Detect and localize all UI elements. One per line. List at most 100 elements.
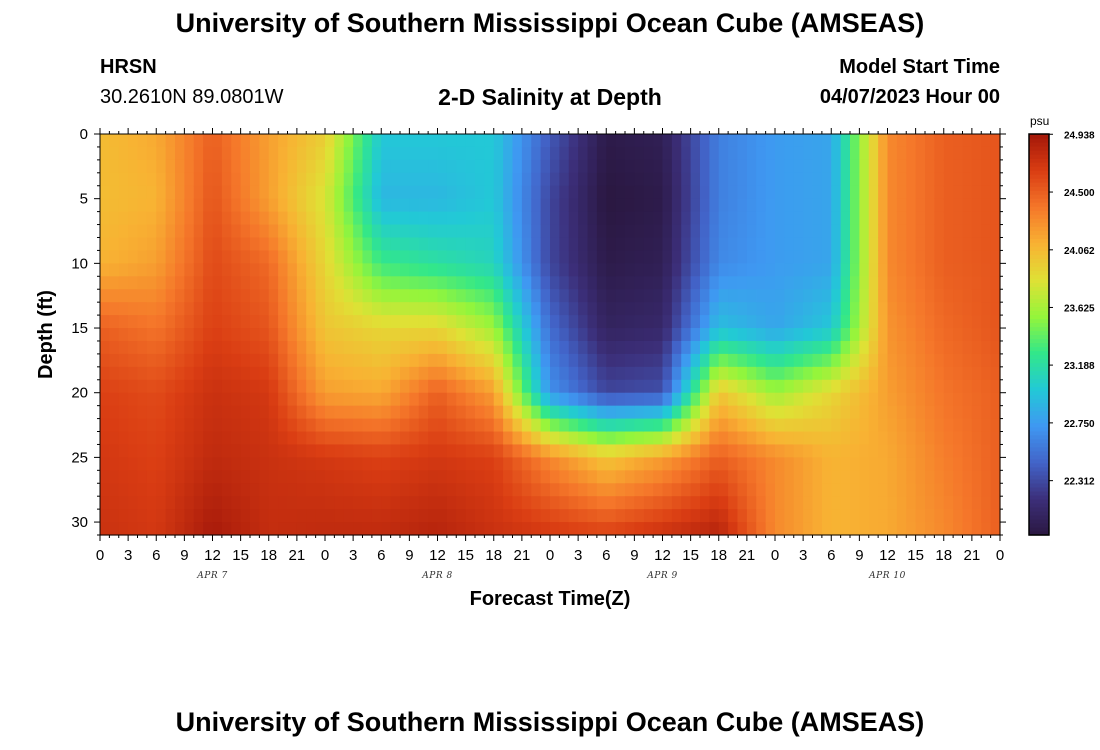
heatmap-cell [671,289,682,303]
heatmap-cell [671,392,682,407]
heatmap-cell [221,496,232,510]
heatmap-cell [203,289,214,303]
heatmap-cell [315,211,326,226]
heatmap-cell [784,146,795,161]
heatmap-cell [578,431,589,446]
heatmap-cell [456,134,467,148]
heatmap-cell [981,172,992,187]
heatmap-cell [418,379,429,394]
heatmap-cell [746,237,757,252]
heatmap-cell [231,353,242,368]
heatmap-cell [718,185,729,200]
heatmap-cell [625,328,635,342]
heatmap-cell [803,379,814,394]
heatmap-cell [859,198,870,213]
heatmap-cell [878,366,889,381]
heatmap-cell [850,366,860,381]
heatmap-cell [803,444,814,458]
heatmap-cell [203,379,214,394]
heatmap-cell [484,392,495,407]
heatmap-cell [953,302,964,316]
heatmap-cell [915,431,926,446]
heatmap-cell [212,134,223,148]
model-start-label: Model Start Time [839,56,1000,78]
heatmap-cell [559,392,570,407]
heatmap-cell [878,457,889,471]
heatmap-cell [568,134,579,148]
heatmap-cell [606,457,617,471]
heatmap-cell [990,146,1001,161]
heatmap-cell [934,522,945,536]
heatmap-cell [821,224,832,239]
heatmap-cell [878,250,889,264]
heatmap-cell [709,444,720,458]
heatmap-cell [221,289,232,303]
heatmap-cell [250,211,260,226]
heatmap-cell [728,405,739,420]
heatmap-cell [418,418,429,433]
heatmap-cell [109,302,120,316]
heatmap-cell [250,302,260,316]
y-tick-label: 20 [71,385,88,402]
heatmap-cell [775,431,785,446]
heatmap-cell [456,392,467,407]
heatmap-cell [306,340,317,355]
heatmap-cell [456,224,467,239]
heatmap-cell [981,483,992,497]
heatmap-cell [418,353,429,368]
heatmap-cell [221,134,232,148]
heatmap-cell [775,366,785,381]
heatmap-cell [728,509,739,523]
colorbar-segment [1029,470,1049,476]
heatmap-cell [353,405,364,420]
heatmap-cell [390,509,401,523]
heatmap-cell [231,366,242,381]
heatmap-cell [137,366,148,381]
heatmap-cell [803,418,814,433]
heatmap-cell [906,250,917,264]
heatmap-cell [606,418,617,433]
heatmap-cell [306,470,317,484]
heatmap-cell [831,172,842,187]
heatmap-cell [231,263,242,277]
heatmap-cell [784,315,795,329]
heatmap-cell [484,224,495,239]
heatmap-cell [718,159,729,174]
heatmap-cell [128,340,139,355]
heatmap-cell [418,146,429,161]
heatmap-cell [943,444,954,458]
heatmap-cell [878,211,889,226]
heatmap-cell [653,250,664,264]
heatmap-cell [981,211,992,226]
heatmap-cell [334,522,345,536]
heatmap-cell [578,392,589,407]
heatmap-cell [737,289,748,303]
heatmap-cell [850,483,860,497]
heatmap-cell [381,289,392,303]
heatmap-cell [793,392,804,407]
heatmap-cell [662,263,673,277]
heatmap-cell [278,146,289,161]
heatmap-cell [803,457,814,471]
heatmap-cell [596,405,607,420]
heatmap-cell [587,250,598,264]
heatmap-cell [250,340,260,355]
heatmap-cell [493,509,504,523]
heatmap-cell [793,522,804,536]
colorbar-segment [1029,398,1049,404]
heatmap-cell [953,483,964,497]
heatmap-cell [962,457,973,471]
heatmap-cell [596,353,607,368]
heatmap-cell [100,418,110,433]
heatmap-cell [493,185,504,200]
heatmap-cell [596,302,607,316]
heatmap-cell [287,134,298,148]
heatmap-cell [559,470,570,484]
heatmap-cell [175,134,185,148]
heatmap-cell [184,379,195,394]
heatmap-cell [953,146,964,161]
heatmap-cell [915,457,926,471]
x-tick-label: 15 [907,547,924,564]
heatmap-cell [671,198,682,213]
heatmap-cell [962,405,973,420]
